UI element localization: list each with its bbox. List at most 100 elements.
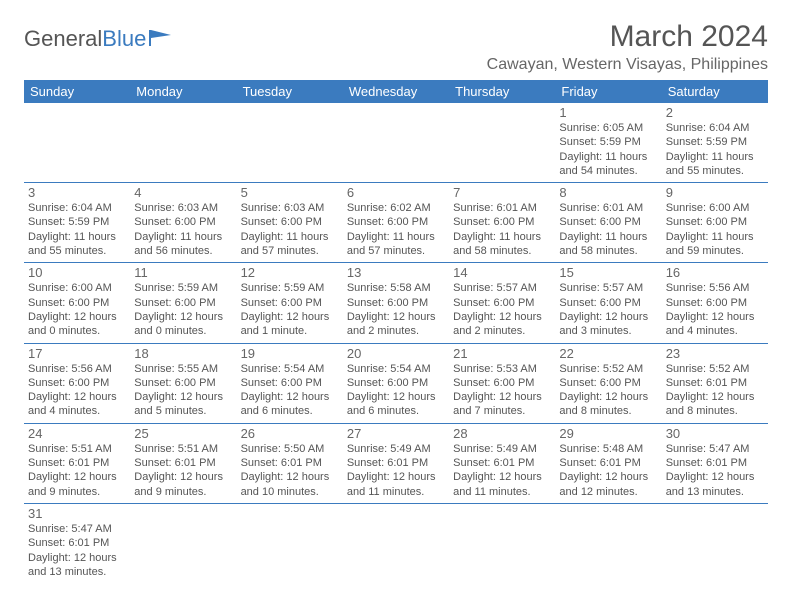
- calendar-day-cell: [343, 103, 449, 183]
- calendar-day-cell: [662, 503, 768, 583]
- sunset-text: Sunset: 6:01 PM: [666, 456, 764, 470]
- day-number: 25: [134, 426, 232, 441]
- calendar-week-row: 1Sunrise: 6:05 AMSunset: 5:59 PMDaylight…: [24, 103, 768, 183]
- sunrise-text: Sunrise: 5:49 AM: [453, 442, 551, 456]
- calendar-week-row: 24Sunrise: 5:51 AMSunset: 6:01 PMDayligh…: [24, 423, 768, 503]
- calendar-day-cell: 25Sunrise: 5:51 AMSunset: 6:01 PMDayligh…: [130, 423, 236, 503]
- sunset-text: Sunset: 6:00 PM: [28, 376, 126, 390]
- calendar-day-cell: 21Sunrise: 5:53 AMSunset: 6:00 PMDayligh…: [449, 343, 555, 423]
- day-info: Sunrise: 5:49 AMSunset: 6:01 PMDaylight:…: [453, 442, 551, 499]
- day-info: Sunrise: 5:48 AMSunset: 6:01 PMDaylight:…: [559, 442, 657, 499]
- calendar-day-cell: 16Sunrise: 5:56 AMSunset: 6:00 PMDayligh…: [662, 263, 768, 343]
- sunset-text: Sunset: 6:00 PM: [559, 296, 657, 310]
- calendar-day-cell: 26Sunrise: 5:50 AMSunset: 6:01 PMDayligh…: [237, 423, 343, 503]
- daylight-text: Daylight: 12 hours and 9 minutes.: [134, 470, 232, 499]
- day-number: 14: [453, 265, 551, 280]
- daylight-text: Daylight: 12 hours and 10 minutes.: [241, 470, 339, 499]
- daylight-text: Daylight: 11 hours and 59 minutes.: [666, 230, 764, 259]
- sunset-text: Sunset: 6:01 PM: [28, 456, 126, 470]
- calendar-day-cell: [24, 103, 130, 183]
- sunset-text: Sunset: 6:00 PM: [559, 215, 657, 229]
- calendar-day-cell: 5Sunrise: 6:03 AMSunset: 6:00 PMDaylight…: [237, 183, 343, 263]
- sunrise-text: Sunrise: 5:49 AM: [347, 442, 445, 456]
- day-number: 4: [134, 185, 232, 200]
- sunset-text: Sunset: 6:00 PM: [559, 376, 657, 390]
- calendar-day-cell: [449, 503, 555, 583]
- day-number: 7: [453, 185, 551, 200]
- calendar-day-cell: 15Sunrise: 5:57 AMSunset: 6:00 PMDayligh…: [555, 263, 661, 343]
- sunset-text: Sunset: 6:00 PM: [241, 215, 339, 229]
- sunrise-text: Sunrise: 5:52 AM: [666, 362, 764, 376]
- day-number: 10: [28, 265, 126, 280]
- daylight-text: Daylight: 12 hours and 13 minutes.: [666, 470, 764, 499]
- day-number: 28: [453, 426, 551, 441]
- weekday-header: Saturday: [662, 80, 768, 103]
- sunset-text: Sunset: 5:59 PM: [559, 135, 657, 149]
- calendar-day-cell: 18Sunrise: 5:55 AMSunset: 6:00 PMDayligh…: [130, 343, 236, 423]
- day-info: Sunrise: 6:05 AMSunset: 5:59 PMDaylight:…: [559, 121, 657, 178]
- day-number: 21: [453, 346, 551, 361]
- calendar-day-cell: 22Sunrise: 5:52 AMSunset: 6:00 PMDayligh…: [555, 343, 661, 423]
- day-info: Sunrise: 6:01 AMSunset: 6:00 PMDaylight:…: [453, 201, 551, 258]
- day-number: 6: [347, 185, 445, 200]
- sunrise-text: Sunrise: 5:50 AM: [241, 442, 339, 456]
- calendar-day-cell: 10Sunrise: 6:00 AMSunset: 6:00 PMDayligh…: [24, 263, 130, 343]
- sunset-text: Sunset: 6:01 PM: [666, 376, 764, 390]
- sunset-text: Sunset: 6:00 PM: [666, 215, 764, 229]
- sunrise-text: Sunrise: 5:54 AM: [347, 362, 445, 376]
- day-info: Sunrise: 5:57 AMSunset: 6:00 PMDaylight:…: [453, 281, 551, 338]
- day-info: Sunrise: 5:47 AMSunset: 6:01 PMDaylight:…: [28, 522, 126, 579]
- calendar-day-cell: 28Sunrise: 5:49 AMSunset: 6:01 PMDayligh…: [449, 423, 555, 503]
- day-number: 31: [28, 506, 126, 521]
- sunrise-text: Sunrise: 6:03 AM: [134, 201, 232, 215]
- calendar-day-cell: 27Sunrise: 5:49 AMSunset: 6:01 PMDayligh…: [343, 423, 449, 503]
- sunset-text: Sunset: 6:00 PM: [453, 215, 551, 229]
- day-number: 2: [666, 105, 764, 120]
- day-info: Sunrise: 5:54 AMSunset: 6:00 PMDaylight:…: [347, 362, 445, 419]
- calendar-day-cell: [237, 503, 343, 583]
- day-number: 15: [559, 265, 657, 280]
- daylight-text: Daylight: 12 hours and 12 minutes.: [559, 470, 657, 499]
- day-info: Sunrise: 6:00 AMSunset: 6:00 PMDaylight:…: [666, 201, 764, 258]
- daylight-text: Daylight: 12 hours and 2 minutes.: [347, 310, 445, 339]
- calendar-day-cell: 19Sunrise: 5:54 AMSunset: 6:00 PMDayligh…: [237, 343, 343, 423]
- weekday-header-row: Sunday Monday Tuesday Wednesday Thursday…: [24, 80, 768, 103]
- sunset-text: Sunset: 6:01 PM: [453, 456, 551, 470]
- day-number: 8: [559, 185, 657, 200]
- sunset-text: Sunset: 5:59 PM: [666, 135, 764, 149]
- daylight-text: Daylight: 11 hours and 58 minutes.: [559, 230, 657, 259]
- day-number: 3: [28, 185, 126, 200]
- calendar-day-cell: 12Sunrise: 5:59 AMSunset: 6:00 PMDayligh…: [237, 263, 343, 343]
- day-info: Sunrise: 5:52 AMSunset: 6:01 PMDaylight:…: [666, 362, 764, 419]
- day-number: 1: [559, 105, 657, 120]
- weekday-header: Wednesday: [343, 80, 449, 103]
- day-number: 5: [241, 185, 339, 200]
- day-info: Sunrise: 5:50 AMSunset: 6:01 PMDaylight:…: [241, 442, 339, 499]
- calendar-day-cell: 13Sunrise: 5:58 AMSunset: 6:00 PMDayligh…: [343, 263, 449, 343]
- sunset-text: Sunset: 6:01 PM: [559, 456, 657, 470]
- calendar-day-cell: 31Sunrise: 5:47 AMSunset: 6:01 PMDayligh…: [24, 503, 130, 583]
- day-number: 24: [28, 426, 126, 441]
- sunset-text: Sunset: 6:00 PM: [347, 376, 445, 390]
- calendar-body: 1Sunrise: 6:05 AMSunset: 5:59 PMDaylight…: [24, 103, 768, 583]
- calendar-day-cell: 3Sunrise: 6:04 AMSunset: 5:59 PMDaylight…: [24, 183, 130, 263]
- day-info: Sunrise: 6:01 AMSunset: 6:00 PMDaylight:…: [559, 201, 657, 258]
- sunrise-text: Sunrise: 6:00 AM: [666, 201, 764, 215]
- daylight-text: Daylight: 12 hours and 13 minutes.: [28, 551, 126, 580]
- calendar-day-cell: 4Sunrise: 6:03 AMSunset: 6:00 PMDaylight…: [130, 183, 236, 263]
- daylight-text: Daylight: 12 hours and 8 minutes.: [666, 390, 764, 419]
- calendar-week-row: 10Sunrise: 6:00 AMSunset: 6:00 PMDayligh…: [24, 263, 768, 343]
- sunset-text: Sunset: 6:01 PM: [28, 536, 126, 550]
- day-number: 11: [134, 265, 232, 280]
- daylight-text: Daylight: 12 hours and 2 minutes.: [453, 310, 551, 339]
- day-number: 26: [241, 426, 339, 441]
- calendar-day-cell: 7Sunrise: 6:01 AMSunset: 6:00 PMDaylight…: [449, 183, 555, 263]
- calendar-day-cell: 30Sunrise: 5:47 AMSunset: 6:01 PMDayligh…: [662, 423, 768, 503]
- sunrise-text: Sunrise: 5:57 AM: [559, 281, 657, 295]
- day-number: 13: [347, 265, 445, 280]
- daylight-text: Daylight: 12 hours and 1 minute.: [241, 310, 339, 339]
- sunrise-text: Sunrise: 6:01 AM: [559, 201, 657, 215]
- sunrise-text: Sunrise: 5:47 AM: [666, 442, 764, 456]
- logo: GeneralBlue: [24, 26, 171, 52]
- day-number: 17: [28, 346, 126, 361]
